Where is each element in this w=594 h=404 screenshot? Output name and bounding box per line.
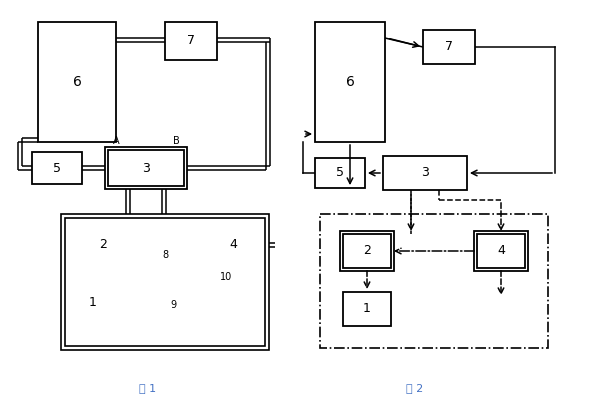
Bar (383, 156, 467, 190)
Bar (474, 231, 528, 271)
Bar (320, 214, 548, 348)
Text: 7: 7 (187, 34, 195, 48)
Bar (80, 228, 126, 262)
Text: 5: 5 (53, 162, 61, 175)
Text: 6: 6 (346, 75, 355, 89)
Bar (340, 231, 394, 271)
Text: 3: 3 (421, 166, 429, 179)
Text: 2: 2 (99, 238, 107, 252)
Text: 10: 10 (220, 272, 232, 282)
Bar (343, 292, 391, 326)
Text: 4: 4 (229, 238, 237, 252)
Bar (315, 22, 385, 142)
Bar (315, 158, 365, 188)
Bar (105, 147, 187, 189)
Text: 4: 4 (497, 244, 505, 257)
Bar (32, 152, 82, 184)
Bar (61, 214, 269, 350)
Text: 2: 2 (363, 244, 371, 257)
Bar (38, 22, 116, 142)
Text: 9: 9 (170, 300, 176, 310)
Bar (210, 228, 256, 262)
Bar (65, 218, 265, 346)
Text: 5: 5 (336, 166, 344, 179)
Text: A: A (113, 136, 119, 146)
Text: 3: 3 (142, 162, 150, 175)
Bar (343, 234, 391, 268)
Text: 图 1: 图 1 (140, 383, 157, 393)
Bar (423, 30, 475, 64)
Text: 1: 1 (363, 303, 371, 316)
Text: 1: 1 (89, 297, 97, 309)
Bar (477, 234, 525, 268)
Bar (108, 150, 184, 186)
Bar (70, 286, 116, 320)
Text: 6: 6 (72, 75, 81, 89)
Text: B: B (173, 136, 179, 146)
Text: 7: 7 (445, 40, 453, 53)
Text: 8: 8 (162, 250, 168, 260)
Bar (165, 22, 217, 60)
Text: 图 2: 图 2 (406, 383, 424, 393)
